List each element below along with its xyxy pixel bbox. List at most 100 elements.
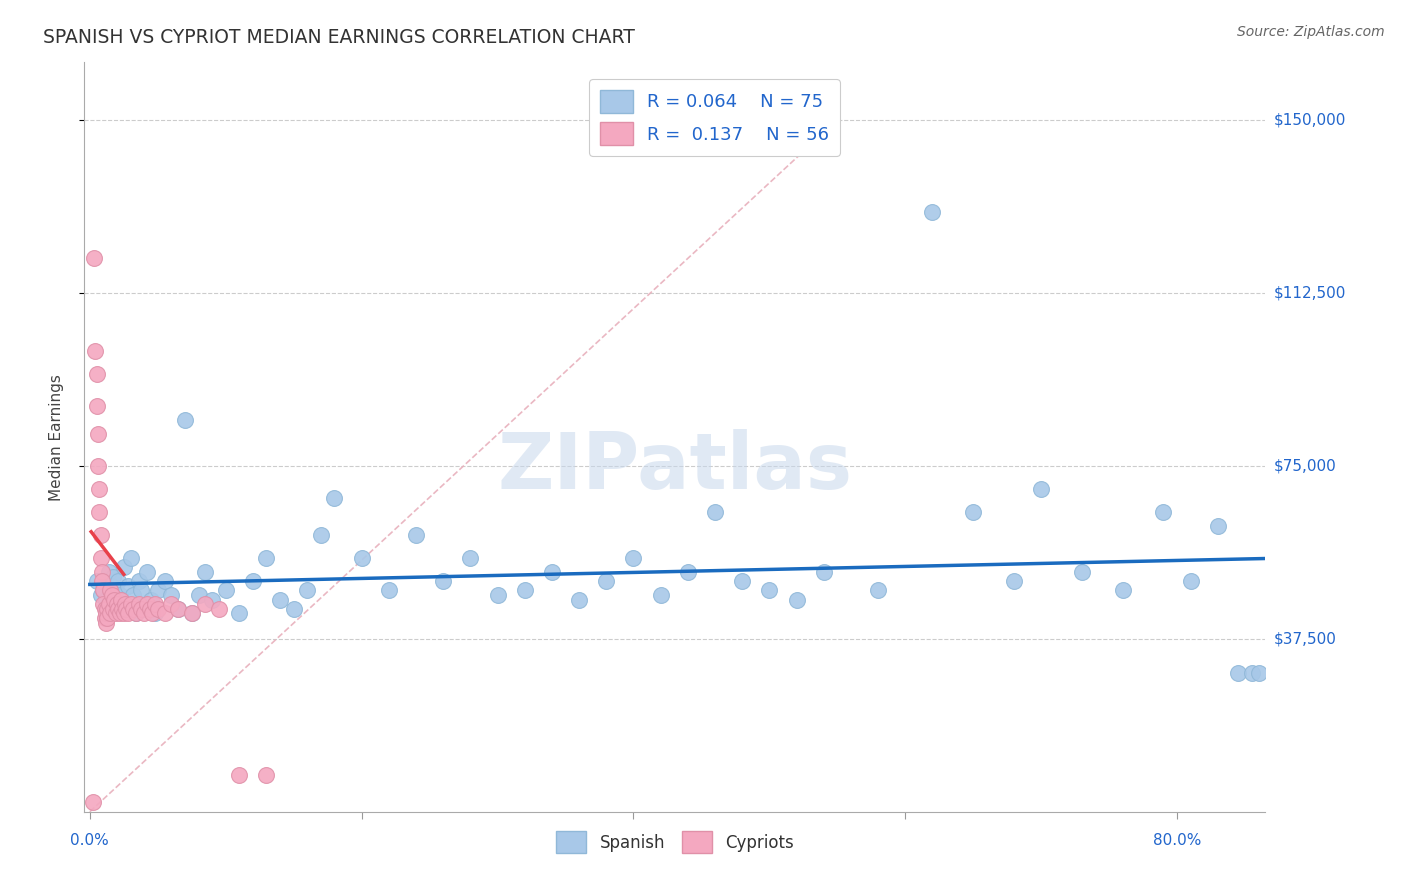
Point <box>104 607 127 621</box>
Point <box>283 602 305 616</box>
Point <box>228 768 250 782</box>
Point <box>94 615 117 630</box>
Point <box>138 602 160 616</box>
Point <box>98 607 121 621</box>
Text: $75,000: $75,000 <box>1274 458 1337 474</box>
Text: 80.0%: 80.0% <box>1153 833 1201 848</box>
Point <box>86 574 108 589</box>
Point <box>1002 574 1025 589</box>
Point <box>201 592 224 607</box>
Point <box>120 597 142 611</box>
Point <box>153 607 176 621</box>
Point <box>112 560 135 574</box>
Point <box>100 579 122 593</box>
Point <box>146 602 169 616</box>
Point <box>432 574 454 589</box>
Point <box>1112 583 1135 598</box>
Point <box>1180 574 1202 589</box>
Point <box>187 588 209 602</box>
Point <box>813 565 835 579</box>
Point <box>1031 482 1053 496</box>
Point <box>704 505 727 519</box>
Point <box>228 607 250 621</box>
Point <box>110 592 132 607</box>
Point <box>595 574 617 589</box>
Point <box>921 205 943 219</box>
Point <box>139 592 162 607</box>
Y-axis label: Median Earnings: Median Earnings <box>49 374 63 500</box>
Point <box>134 602 156 616</box>
Point <box>86 367 108 381</box>
Point <box>112 607 135 621</box>
Point <box>117 579 139 593</box>
Point <box>101 602 124 616</box>
Point <box>87 458 110 473</box>
Point <box>83 252 105 266</box>
Point <box>105 597 128 611</box>
Point <box>122 602 145 616</box>
Point <box>90 551 112 566</box>
Point <box>568 592 591 607</box>
Point <box>100 588 122 602</box>
Point <box>98 607 121 621</box>
Point <box>87 426 110 441</box>
Point <box>180 607 202 621</box>
Point <box>111 602 134 616</box>
Point <box>93 602 115 616</box>
Point <box>135 597 157 611</box>
Point <box>93 597 115 611</box>
Point <box>104 583 127 598</box>
Text: $37,500: $37,500 <box>1274 632 1337 647</box>
Point <box>256 551 278 566</box>
Point <box>135 565 157 579</box>
Point <box>122 588 145 602</box>
Point <box>120 551 142 566</box>
Point <box>650 588 672 602</box>
Point <box>460 551 482 566</box>
Point <box>93 583 115 598</box>
Point <box>90 588 112 602</box>
Point <box>153 574 176 589</box>
Point <box>242 574 264 589</box>
Point <box>378 583 401 598</box>
Point <box>174 413 197 427</box>
Point <box>623 551 645 566</box>
Point <box>167 602 190 616</box>
Point <box>94 592 117 607</box>
Point <box>180 607 202 621</box>
Text: Source: ZipAtlas.com: Source: ZipAtlas.com <box>1237 25 1385 39</box>
Point <box>131 602 153 616</box>
Point <box>1206 519 1229 533</box>
Point <box>103 602 125 616</box>
Point <box>93 583 115 598</box>
Point <box>194 597 217 611</box>
Point <box>513 583 536 598</box>
Point <box>868 583 890 598</box>
Point <box>115 602 138 616</box>
Point <box>89 505 111 519</box>
Point <box>91 565 114 579</box>
Point <box>143 607 166 621</box>
Point <box>86 399 108 413</box>
Point <box>110 592 132 607</box>
Point <box>486 588 509 602</box>
Point <box>96 611 118 625</box>
Point <box>94 607 117 621</box>
Point <box>134 607 156 621</box>
Point <box>297 583 319 598</box>
Point <box>128 574 150 589</box>
Point <box>215 583 238 598</box>
Point <box>93 611 115 625</box>
Point <box>269 592 291 607</box>
Point <box>91 574 114 589</box>
Point <box>962 505 984 519</box>
Point <box>256 768 278 782</box>
Point <box>107 574 129 589</box>
Point <box>128 597 150 611</box>
Legend: Spanish, Cypriots: Spanish, Cypriots <box>550 825 800 860</box>
Point <box>114 602 136 616</box>
Text: $112,500: $112,500 <box>1274 285 1346 301</box>
Point <box>143 597 166 611</box>
Point <box>103 592 125 607</box>
Point <box>160 588 183 602</box>
